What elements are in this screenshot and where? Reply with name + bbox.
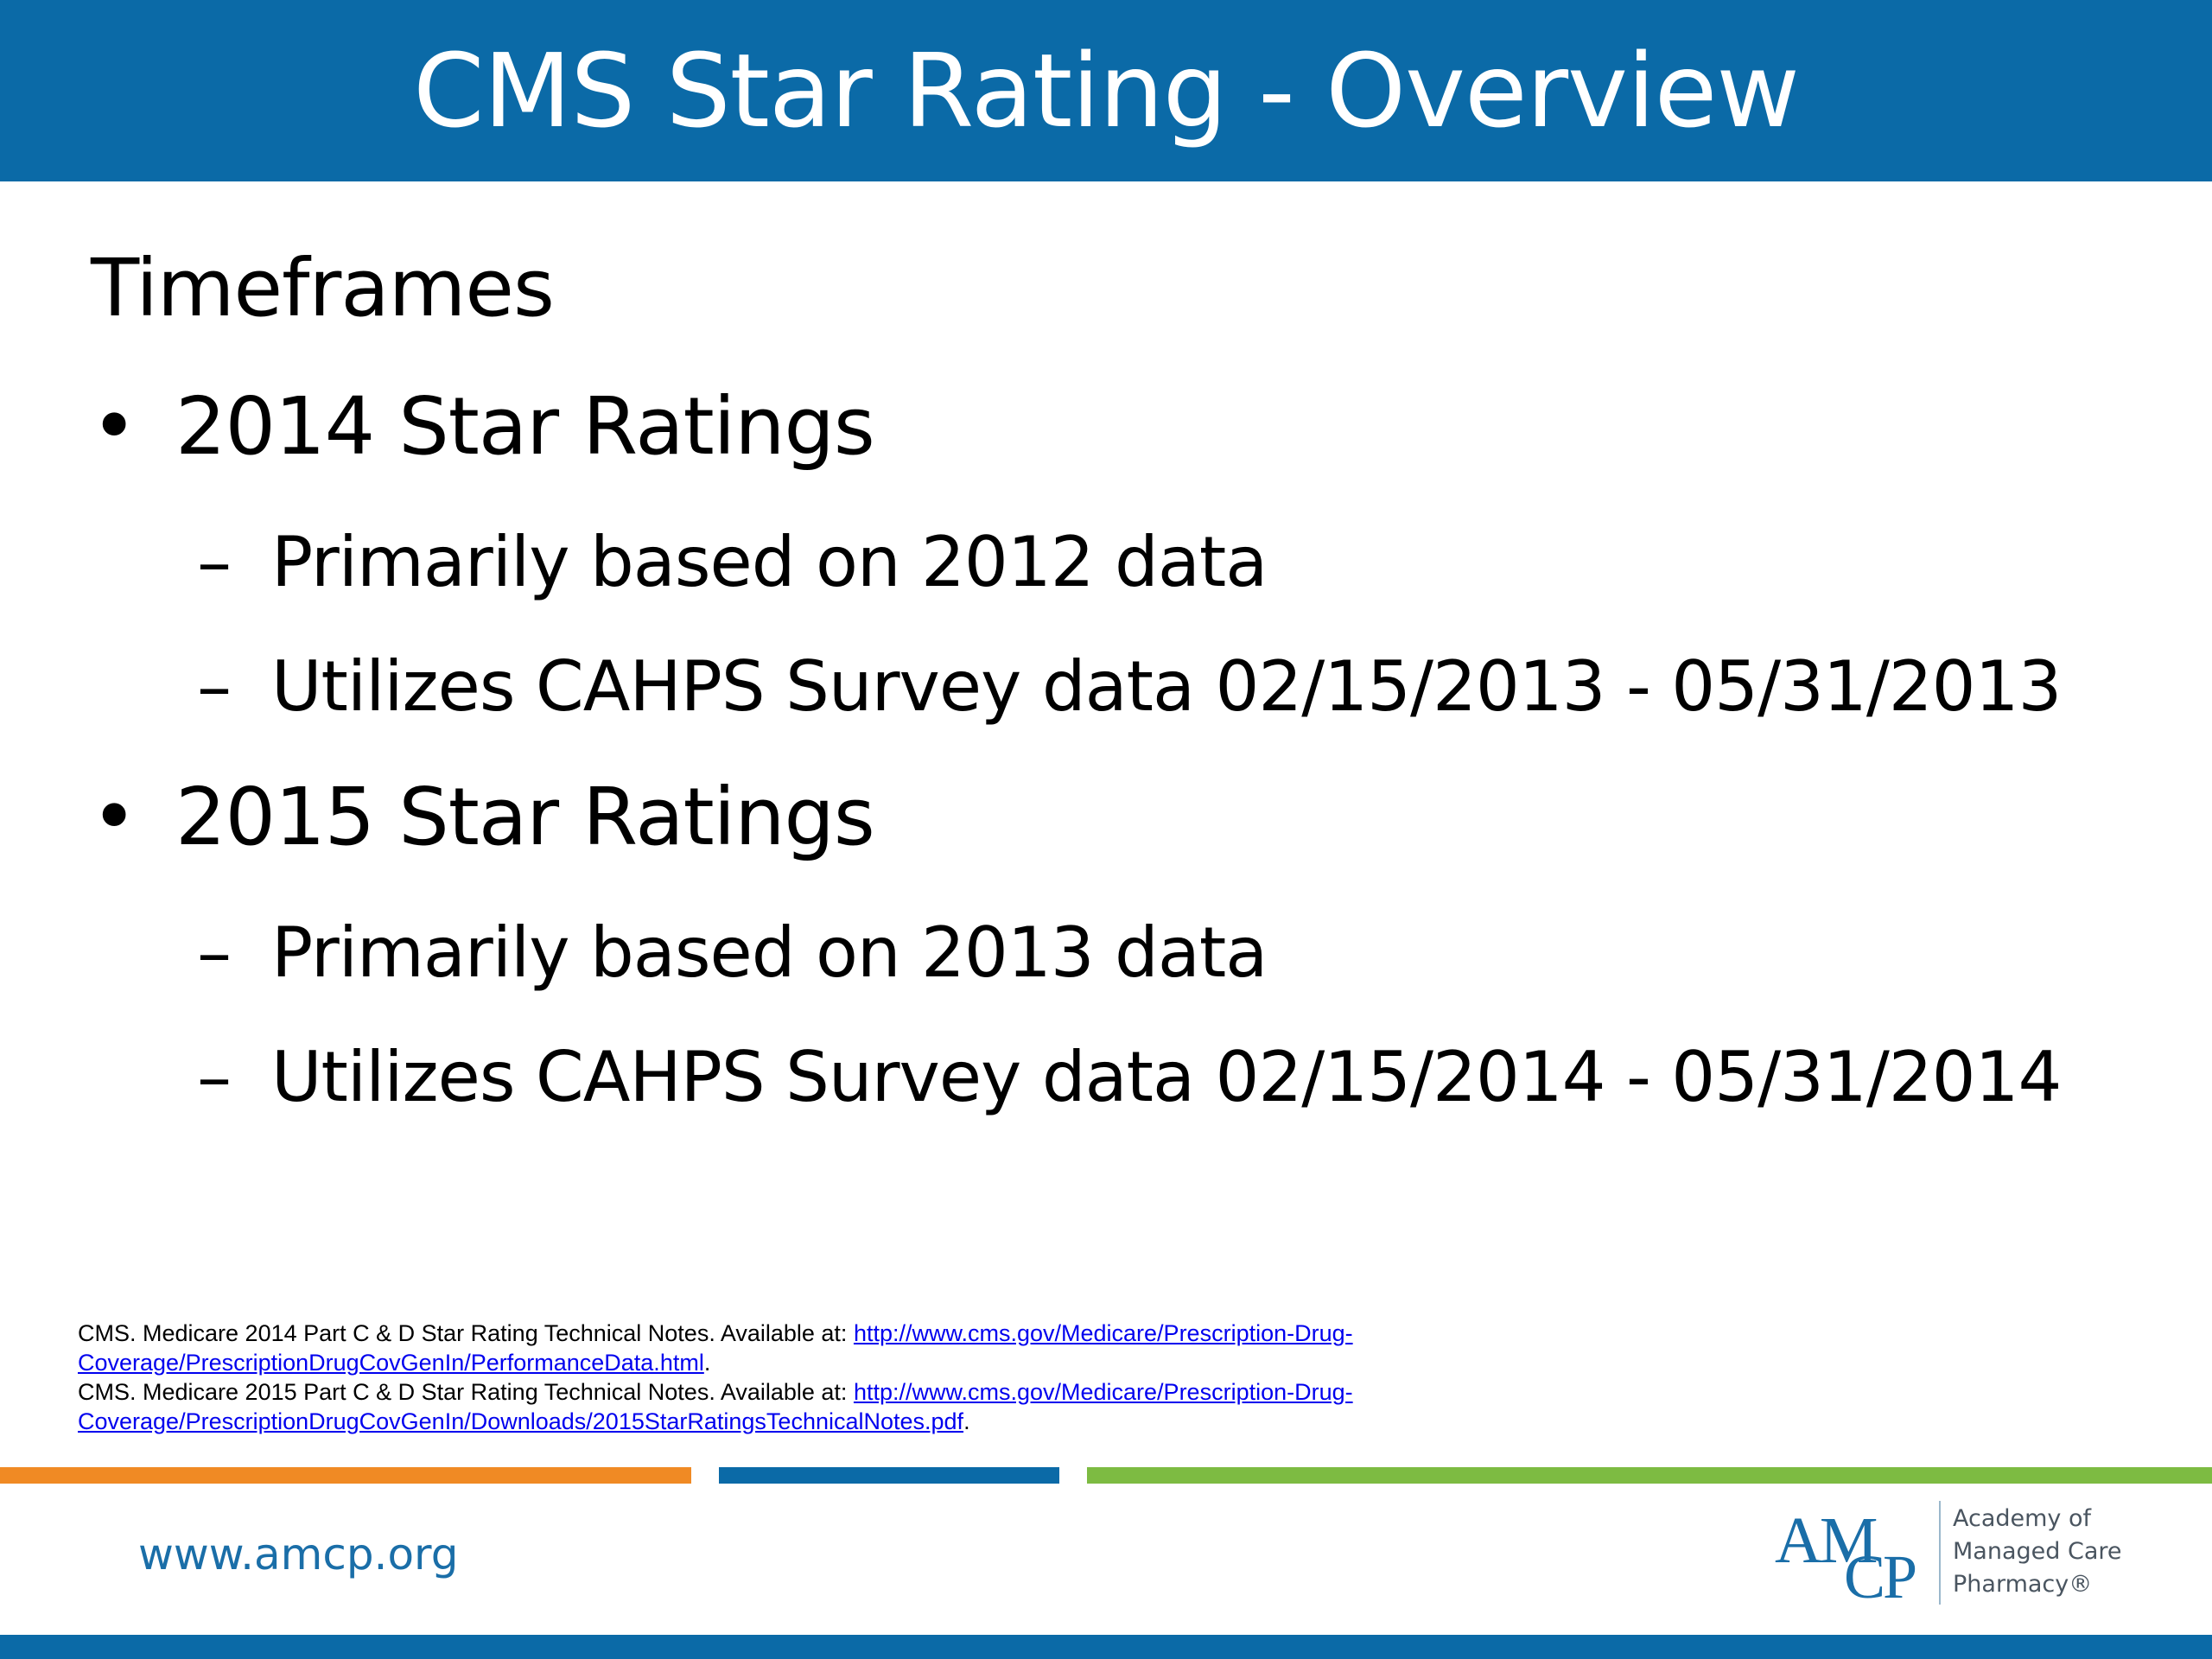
reference-suffix: . <box>703 1350 711 1376</box>
slide-header: CMS Star Rating - Overview <box>0 0 2212 181</box>
dash: – <box>197 1037 232 1117</box>
dash: – <box>197 646 232 727</box>
logo-text: Academy of Managed Care Pharmacy® <box>1953 1503 2122 1601</box>
sub-item: – Utilizes CAHPS Survey data 02/15/2013 -… <box>197 646 2062 727</box>
bullet-dot: • <box>91 771 137 863</box>
orange-stripe <box>0 1467 691 1484</box>
amcp-logo: AM CP Academy of Managed Care Pharmacy® <box>1770 1491 2133 1611</box>
slide-title: CMS Star Rating - Overview <box>413 31 1800 150</box>
sub-item-text: Primarily based on 2013 data <box>271 912 1268 993</box>
reference-item: CMS. Medicare 2014 Part C & D Star Ratin… <box>78 1319 1547 1377</box>
logo-line-3: Pharmacy® <box>1953 1571 2093 1598</box>
sub-item-text: Utilizes CAHPS Survey data 02/15/2014 - … <box>271 1037 2062 1117</box>
references: CMS. Medicare 2014 Part C & D Star Ratin… <box>78 1319 1547 1436</box>
website-link[interactable]: www.amcp.org <box>138 1529 459 1580</box>
sub-item-text: Utilizes CAHPS Survey data 02/15/2013 - … <box>271 646 2062 727</box>
logo-line-2: Managed Care <box>1953 1538 2122 1565</box>
bullet-label: 2014 Star Ratings <box>175 380 875 473</box>
logo-line-1: Academy of <box>1953 1505 2092 1532</box>
dash: – <box>197 912 232 993</box>
bullet-2015: • 2015 Star Ratings <box>91 771 875 863</box>
reference-text: CMS. Medicare 2014 Part C & D Star Ratin… <box>78 1320 854 1346</box>
dash: – <box>197 522 232 602</box>
bullet-dot: • <box>91 380 137 473</box>
sub-item-text: Primarily based on 2012 data <box>271 522 1268 602</box>
reference-link[interactable]: http://www.cms.gov/Medicare/Prescription… <box>78 1379 1353 1434</box>
sub-item: – Primarily based on 2013 data <box>197 912 1268 993</box>
logo-mark: AM CP <box>1770 1491 1934 1611</box>
bullet-2014: • 2014 Star Ratings <box>91 380 875 473</box>
reference-text: CMS. Medicare 2015 Part C & D Star Ratin… <box>78 1379 854 1405</box>
logo-mark-bottom: CP <box>1844 1542 1917 1611</box>
sub-item: – Primarily based on 2012 data <box>197 522 1268 602</box>
logo-mark-top: AM <box>1775 1504 1878 1577</box>
blue-stripe <box>719 1467 1059 1484</box>
bullet-label: 2015 Star Ratings <box>175 771 875 863</box>
green-stripe <box>1087 1467 2212 1484</box>
reference-link[interactable]: http://www.cms.gov/Medicare/Prescription… <box>78 1320 1353 1376</box>
logo-divider <box>1939 1501 1941 1605</box>
reference-item: CMS. Medicare 2015 Part C & D Star Ratin… <box>78 1377 1547 1436</box>
section-heading: Timeframes <box>91 242 555 334</box>
footer-bar <box>0 1635 2212 1659</box>
reference-suffix: . <box>963 1408 970 1434</box>
slide-content: Timeframes • 2014 Star Ratings – Primarily… <box>91 242 2062 1117</box>
sub-item: – Utilizes CAHPS Survey data 02/15/2014 -… <box>197 1037 2062 1117</box>
